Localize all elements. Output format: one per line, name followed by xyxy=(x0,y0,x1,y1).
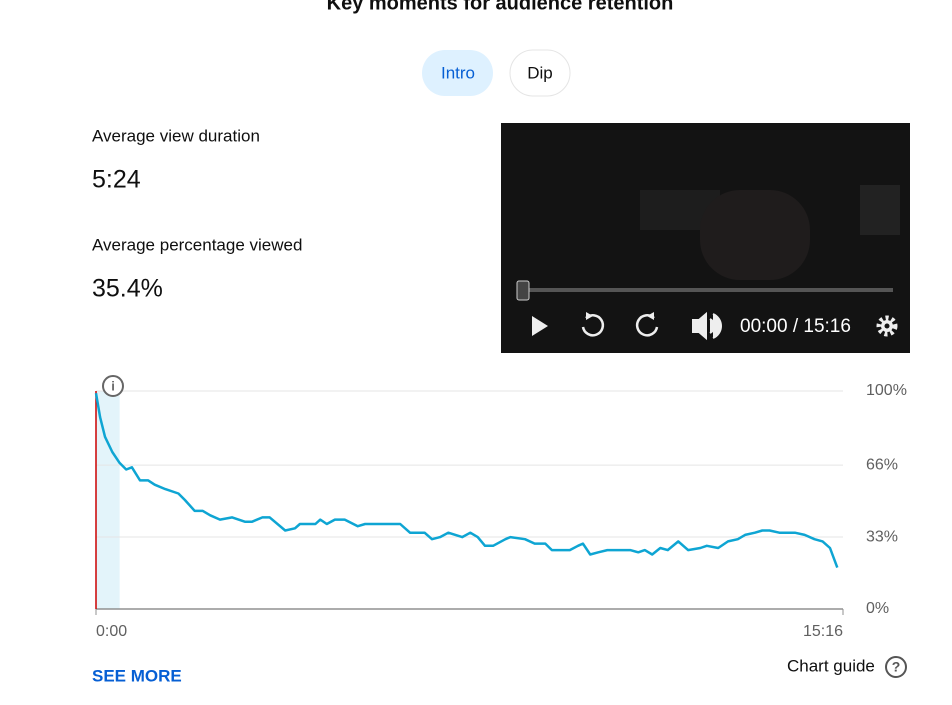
x-tick-label: 0:00 xyxy=(96,623,127,640)
intro-highlight xyxy=(96,391,120,609)
x-tick-label: 15:16 xyxy=(803,623,843,640)
y-tick-label: 0% xyxy=(866,600,889,617)
settings-hole xyxy=(884,323,890,329)
tab-bg xyxy=(509,49,571,97)
help-icon[interactable] xyxy=(885,656,907,678)
tab-dip[interactable]: Dip xyxy=(509,49,571,97)
forward-arrow xyxy=(647,312,654,320)
volume-button[interactable] xyxy=(692,311,722,341)
video-scene xyxy=(700,190,810,280)
video-scene xyxy=(860,185,900,235)
chart-guide-link[interactable]: Chart guide xyxy=(787,656,875,675)
y-tick-label: 100% xyxy=(866,382,907,399)
help-glyph: ? xyxy=(892,659,901,675)
player-time: 00:00 / 15:16 xyxy=(740,316,851,337)
stat-value: 35.4% xyxy=(92,275,163,303)
see-more-link[interactable]: SEE MORE xyxy=(92,666,182,685)
y-tick-label: 33% xyxy=(866,528,898,545)
stat-label: Average view duration xyxy=(92,126,260,145)
tab-intro[interactable]: Intro xyxy=(422,50,493,96)
settings-button[interactable] xyxy=(876,315,898,337)
forward-button[interactable] xyxy=(635,314,659,337)
rewind-arrow xyxy=(586,312,593,320)
stat-label: Average percentage viewed xyxy=(92,235,302,254)
y-tick-label: 66% xyxy=(866,456,898,473)
tab-label: Intro xyxy=(441,63,475,82)
tab-label: Dip xyxy=(527,63,553,82)
retention-chart: 0% 33% 66% 100% 0:00 15:16 xyxy=(94,382,907,640)
info-icon[interactable] xyxy=(102,375,124,397)
stat-value: 5:24 xyxy=(92,166,141,194)
info-glyph: i xyxy=(111,378,115,393)
play-button[interactable] xyxy=(532,316,548,336)
retention-line xyxy=(94,392,839,569)
tab-bg xyxy=(422,50,493,96)
seek-handle[interactable] xyxy=(516,280,530,301)
rewind-button[interactable] xyxy=(581,314,605,337)
video-player: 00:00 / 15:16 xyxy=(501,123,910,353)
title: Key moments for audience retention xyxy=(327,0,674,14)
